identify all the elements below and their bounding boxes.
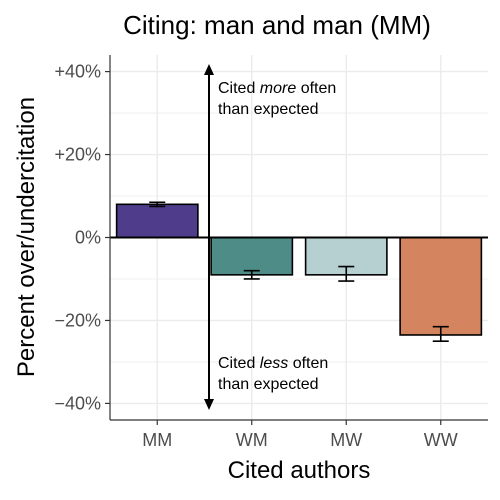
error-bar-ww — [432, 325, 449, 342]
y-tick-label: +40% — [54, 62, 101, 82]
annotation-lower-line1: Cited less often — [218, 355, 328, 372]
x-tick-label: MM — [142, 430, 172, 450]
error-bar-mm — [149, 201, 166, 208]
direction-arrow — [204, 64, 214, 410]
chart-title: Citing: man and man (MM) — [123, 10, 431, 40]
y-tick-label: 0% — [75, 228, 101, 248]
bar-ww — [399, 236, 483, 336]
x-axis-title: Cited authors — [228, 457, 371, 484]
x-axis: MM WM MW WW — [110, 419, 488, 450]
bar-mm — [115, 203, 199, 239]
y-tick-label: −20% — [54, 310, 101, 330]
x-tick-label: MW — [330, 430, 362, 450]
y-axis-title: Percent over/undercitation — [13, 97, 40, 377]
error-bar-wm — [243, 269, 260, 280]
bar-wm — [210, 236, 294, 276]
error-bar-mw — [338, 265, 355, 282]
annotation-upper-emphasis: more — [260, 80, 297, 97]
annotation-lower-suffix: often — [288, 355, 328, 372]
annotation-lower-line2: than expected — [218, 376, 319, 393]
bars — [115, 203, 483, 336]
y-axis: −40% −20% 0% +20% +40% — [54, 55, 111, 420]
y-tick-label: −40% — [54, 393, 101, 413]
annotation-lower-emphasis: less — [260, 355, 288, 372]
x-tick-label: WM — [236, 430, 268, 450]
annotation-upper-prefix: Cited — [218, 80, 260, 97]
annotation-upper-line1: Cited more often — [218, 80, 336, 97]
error-bars — [149, 201, 449, 342]
annotation-lower-prefix: Cited — [218, 355, 260, 372]
annotation-upper-suffix: often — [296, 80, 336, 97]
y-tick-label: +20% — [54, 145, 101, 165]
annotation-upper-line2: than expected — [218, 101, 319, 118]
x-tick-label: WW — [424, 430, 458, 450]
